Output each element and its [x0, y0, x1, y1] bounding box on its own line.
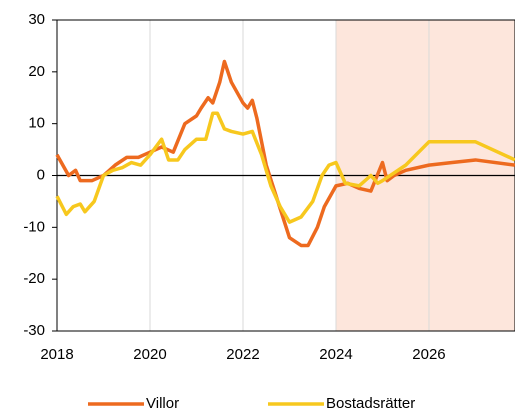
line-series: [55, 59, 515, 248]
y-tick-label: 30: [28, 11, 45, 28]
y-tick-label: -10: [23, 218, 45, 235]
x-tick-label: 2022: [226, 346, 259, 363]
y-tick-label: -20: [23, 270, 45, 287]
x-tick-label: 2024: [319, 346, 352, 363]
x-tick-label: 2026: [412, 346, 445, 363]
y-tick-label: 20: [28, 63, 45, 80]
x-tick-label: 2018: [40, 346, 73, 363]
y-tick-label: 10: [28, 115, 45, 132]
legend-label: Bostadsrätter: [326, 395, 415, 412]
y-tick-label: -30: [23, 322, 45, 339]
y-tick-label: 0: [37, 166, 45, 183]
x-tick-label: 2020: [133, 346, 166, 363]
legend-label: Villor: [146, 395, 179, 412]
line-series: [55, 111, 515, 224]
plot-border: [56, 19, 515, 332]
